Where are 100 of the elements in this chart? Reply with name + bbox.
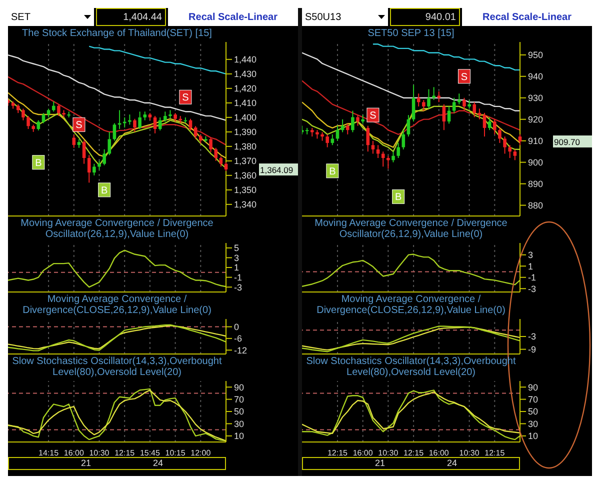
y-tick-label: 1,420	[234, 84, 257, 94]
candlestick	[351, 110, 354, 133]
candlestick	[52, 100, 56, 112]
y-tick-label: 1,350	[234, 185, 257, 196]
candlestick	[518, 134, 522, 146]
x-tick-label: 10:30	[378, 448, 399, 458]
y-tick-label: 950	[528, 50, 544, 60]
y-tick-label: 1,400	[234, 112, 257, 123]
x-tick-label: 12:15	[114, 448, 136, 458]
candlestick	[346, 123, 350, 135]
y-tick-label: 10	[528, 431, 538, 442]
y-tick-label: 0	[234, 322, 240, 332]
candlestick	[427, 88, 430, 110]
candlestick	[118, 110, 122, 130]
y-tick-label: 880	[528, 200, 544, 210]
y-tick-label: 50	[234, 406, 244, 417]
y-tick-label: -9	[528, 344, 536, 354]
y-tick-label: -12	[234, 345, 248, 356]
y-tick-label: 1,390	[234, 127, 257, 138]
data-label: S	[460, 72, 468, 83]
text: 909.70	[554, 136, 580, 147]
y-tick-label: 920	[528, 114, 544, 125]
candlestick	[356, 114, 360, 126]
y-tick-label: 1,380	[234, 142, 257, 152]
candlestick	[128, 114, 132, 126]
candlestick	[432, 86, 436, 100]
x-tick-label: 12:00	[190, 448, 212, 458]
text: Recal Scale-Linear	[188, 12, 278, 22]
candlestick	[458, 93, 461, 105]
y-tick-label: 10	[234, 431, 244, 442]
x-tick-label: 12:15	[484, 448, 506, 458]
chart-title: SET50 SEP 13 [15]	[366, 28, 456, 39]
text: 21	[80, 458, 91, 469]
chart-title: Moving Average Convergence / Divergence(CLOSE,26,12,9),Value Line(0)	[22, 294, 212, 316]
x-tick-label: 15:45	[140, 448, 161, 458]
chart-title: Moving Average Convergence / Divergence Oscillator(26,12,9),Value Line(0)	[20, 218, 214, 240]
candlestick	[138, 111, 142, 130]
y-tick-label: 30	[528, 418, 538, 429]
text: S50U13	[305, 12, 342, 22]
x-tick-label: 14:15	[38, 448, 60, 458]
text: 1,364.09	[260, 164, 294, 175]
candlestick	[513, 148, 517, 161]
candlestick	[508, 144, 512, 158]
candlestick	[371, 140, 375, 154]
candlestick	[366, 125, 370, 152]
y-tick-label: 940	[528, 72, 544, 82]
candlestick	[498, 127, 502, 144]
x-tick-label: 16:00	[352, 448, 374, 458]
candlestick	[472, 102, 476, 118]
y-tick-label: 1	[528, 261, 534, 272]
candlestick	[381, 151, 385, 168]
data-label: S	[182, 92, 190, 104]
candlestick	[108, 131, 112, 156]
chart-title: Moving Average Convergence / Divergence Oscillator(26,12,9),Value Line(0)	[314, 218, 508, 240]
y-tick-label: -1	[528, 272, 536, 283]
candlestick	[194, 126, 198, 140]
x-tick-label: 12:15	[327, 448, 348, 458]
y-tick-label: -1	[234, 272, 242, 282]
line-series	[8, 250, 227, 288]
candlestick	[112, 122, 116, 142]
data-label: B	[100, 185, 108, 196]
y-tick-label: 50	[528, 406, 538, 417]
text: 24	[152, 458, 163, 469]
candlestick	[92, 163, 96, 176]
candlestick	[482, 112, 486, 138]
candlestick	[326, 134, 329, 148]
data-label: S	[370, 110, 377, 122]
line-series	[302, 254, 521, 287]
y-tick-label: 1,440	[234, 54, 257, 65]
y-tick-label: 910	[528, 136, 544, 146]
candlestick	[102, 148, 106, 166]
candlestick	[462, 97, 466, 112]
line-series	[372, 44, 521, 71]
y-tick-label: 3	[528, 250, 534, 260]
x-tick-label: 10:30	[89, 448, 110, 458]
y-tick-label: 1,360	[234, 170, 257, 181]
candlestick	[442, 104, 446, 131]
candlestick	[22, 108, 25, 121]
line-series	[8, 54, 227, 121]
candlestick	[153, 115, 157, 134]
chart-title: The Stock Exchange of Thailand(SET) [15]	[21, 28, 213, 39]
candlestick	[219, 156, 223, 168]
y-tick-label: 1	[234, 262, 240, 273]
x-tick-label: 10:30	[459, 448, 480, 458]
candlestick	[87, 154, 91, 184]
candlestick	[57, 104, 60, 116]
y-tick-label: -3	[528, 284, 536, 294]
candlestick	[396, 142, 400, 158]
data-label: S	[76, 120, 83, 132]
candlestick	[503, 136, 506, 154]
candlestick	[330, 134, 334, 146]
y-tick-label: 1,340	[234, 200, 257, 210]
x-tick-label: 16:00	[428, 448, 450, 458]
chart-title: Moving Average Convergence / Divergence(CLOSE,26,12,9),Value Line(0)	[316, 294, 506, 316]
y-tick-label: -6	[234, 334, 242, 344]
candlestick	[422, 100, 426, 112]
candlestick	[402, 130, 406, 150]
candlestick	[447, 106, 451, 124]
x-tick-label: 16:00	[64, 448, 84, 458]
y-tick-label: 70	[528, 394, 538, 404]
